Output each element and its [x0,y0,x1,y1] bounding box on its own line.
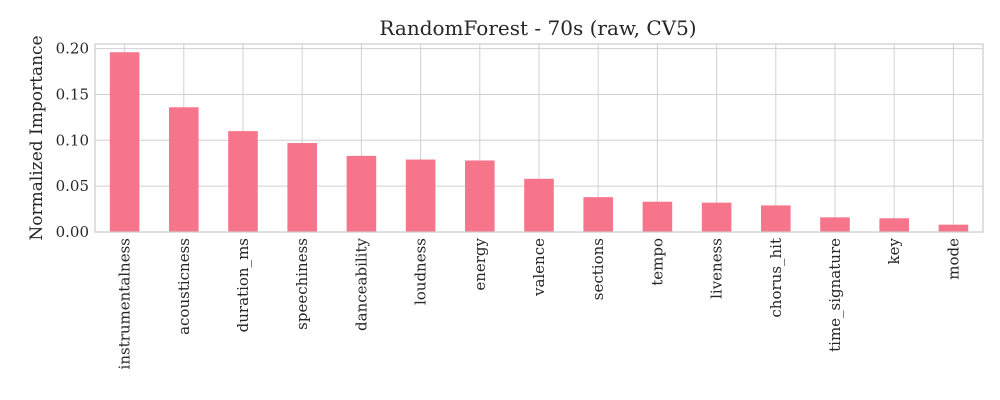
x-tick-label: instrumentalness [116,238,134,369]
bar-sections [583,197,613,232]
bar-danceability [346,155,377,232]
bar-duration-ms [228,131,258,232]
x-tick-label: time_signature [826,238,844,352]
y-axis-label: Normalized Importance [27,35,47,240]
bar-tempo [642,201,673,232]
bar-instrumentalness [109,52,140,232]
y-axis-ticks: 0.00 0.05 0.10 0.15 0.20 [56,40,89,241]
bar-mode [938,224,969,232]
x-tick-label: key [885,237,903,264]
bar-loudness [405,159,436,232]
bar-acousticness [169,107,199,232]
x-tick-label: valence [530,238,548,297]
x-tick-label: chorus_hit [767,238,785,318]
bars [109,52,969,232]
x-tick-label: loudness [412,238,430,305]
y-tick-label: 0.05 [56,177,89,195]
x-tick-label: liveness [708,238,726,299]
x-tick-label: energy [471,237,489,290]
bar-liveness [701,202,732,232]
bar-valence [524,178,554,232]
bar-chorus-hit [761,205,791,232]
y-tick-label: 0.00 [56,223,89,241]
y-tick-label: 0.10 [56,131,89,149]
bar-energy [465,160,495,232]
bar-time-signature [820,217,850,232]
x-axis-ticks: instrumentalness acousticness duration_ms s… [116,237,963,369]
plot-frame [94,43,984,233]
x-tick-label: tempo [648,238,666,286]
x-tick-label: danceability [352,237,370,330]
x-tick-label: duration_ms [234,238,252,332]
y-tick-label: 0.15 [56,85,89,103]
bar-speechiness [287,143,317,232]
bar-key [879,218,909,232]
x-tick-label: acousticness [175,238,193,335]
x-tick-label: mode [944,238,962,280]
y-tick-label: 0.20 [56,40,89,58]
chart-title: RandomForest - 70s (raw, CV5) [379,16,696,40]
x-tick-label: speechiness [293,238,311,330]
x-tick-label: sections [589,238,607,300]
